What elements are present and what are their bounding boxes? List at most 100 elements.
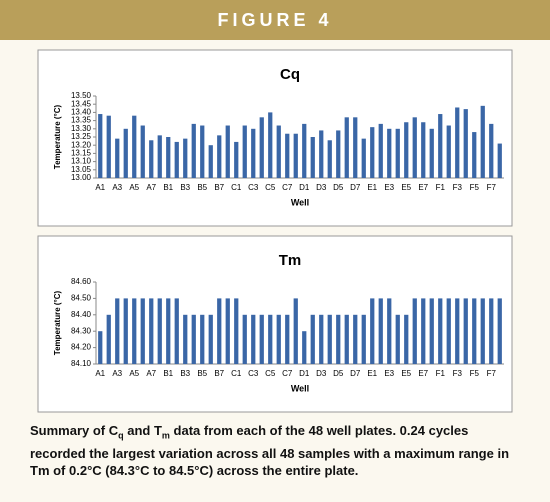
- bar: [132, 115, 137, 178]
- x-tick-label: F7: [487, 369, 497, 378]
- bar: [191, 314, 196, 364]
- bar: [463, 109, 468, 178]
- x-tick-label: A7: [146, 369, 156, 378]
- x-tick-label: F3: [453, 183, 463, 192]
- bar: [378, 123, 383, 178]
- x-axis-label: Well: [291, 383, 309, 393]
- x-tick-label: F5: [470, 183, 480, 192]
- y-tick-label: 13.00: [71, 173, 92, 182]
- bar: [98, 331, 103, 364]
- bar: [200, 314, 205, 364]
- bar: [285, 314, 290, 364]
- x-tick-label: B7: [214, 183, 224, 192]
- caption-subscript: m: [161, 430, 170, 441]
- x-tick-label: A5: [129, 183, 139, 192]
- bar: [361, 138, 366, 178]
- bar: [115, 298, 120, 364]
- x-tick-label: B1: [163, 183, 173, 192]
- bar: [319, 130, 324, 178]
- bar: [463, 298, 468, 364]
- bar: [404, 314, 409, 364]
- bar: [268, 314, 273, 364]
- bar: [174, 298, 179, 364]
- y-tick-label: 84.10: [71, 359, 92, 368]
- x-tick-label: A5: [129, 369, 139, 378]
- y-tick-label: 13.45: [71, 99, 92, 108]
- x-tick-label: D1: [299, 183, 310, 192]
- y-tick-label: 13.15: [71, 149, 92, 158]
- x-tick-label: C1: [231, 369, 242, 378]
- bar: [497, 143, 502, 178]
- y-tick-label: 13.20: [71, 140, 92, 149]
- x-tick-label: B1: [163, 369, 173, 378]
- x-tick-label: C5: [265, 369, 276, 378]
- x-tick-label: A1: [95, 183, 105, 192]
- bar: [336, 314, 341, 364]
- bar: [302, 123, 307, 178]
- chart-title: Tm: [279, 252, 302, 269]
- bar: [421, 298, 426, 364]
- bar: [455, 298, 460, 364]
- bar: [285, 133, 290, 178]
- x-tick-label: D5: [333, 183, 344, 192]
- bar: [472, 298, 477, 364]
- bar: [319, 314, 324, 364]
- bar: [234, 141, 239, 178]
- bar: [429, 128, 434, 178]
- bar: [115, 138, 120, 178]
- bar: [404, 122, 409, 178]
- bar: [225, 298, 230, 364]
- x-tick-label: B7: [214, 369, 224, 378]
- x-tick-label: A3: [112, 183, 122, 192]
- x-tick-label: A7: [146, 183, 156, 192]
- y-tick-label: 13.30: [71, 124, 92, 133]
- bar: [140, 298, 145, 364]
- bar: [421, 122, 426, 178]
- x-axis-label: Well: [291, 197, 309, 207]
- y-tick-label: 84.20: [71, 343, 92, 352]
- bar: [293, 298, 298, 364]
- y-tick-label: 13.25: [71, 132, 92, 141]
- bar: [412, 117, 417, 178]
- header-bar: [0, 0, 550, 40]
- x-tick-label: E3: [384, 183, 394, 192]
- bar: [310, 314, 315, 364]
- bar: [242, 314, 247, 364]
- x-tick-label: E5: [401, 183, 411, 192]
- caption-text: Summary of C: [30, 423, 119, 438]
- bar: [268, 112, 273, 178]
- chart-title: Cq: [280, 66, 300, 83]
- bar: [395, 128, 400, 178]
- bar: [106, 115, 111, 178]
- bar: [438, 298, 443, 364]
- bar: [378, 298, 383, 364]
- bar: [446, 298, 451, 364]
- x-tick-label: D5: [333, 369, 344, 378]
- bar: [166, 298, 171, 364]
- x-tick-label: E5: [401, 369, 411, 378]
- bar: [438, 114, 443, 178]
- bar: [387, 298, 392, 364]
- bar: [353, 314, 358, 364]
- bar: [242, 125, 247, 178]
- x-tick-label: B3: [180, 369, 190, 378]
- x-tick-label: D3: [316, 183, 327, 192]
- bar: [489, 298, 494, 364]
- x-tick-label: F5: [470, 369, 480, 378]
- bar: [489, 123, 494, 178]
- bar: [149, 140, 154, 178]
- x-tick-label: A1: [95, 369, 105, 378]
- bar: [293, 133, 298, 178]
- x-tick-label: F1: [436, 183, 446, 192]
- x-tick-label: C7: [282, 183, 293, 192]
- x-tick-label: C5: [265, 183, 276, 192]
- bar: [132, 298, 137, 364]
- bar: [140, 125, 145, 178]
- bar: [361, 314, 366, 364]
- y-tick-label: 13.10: [71, 157, 92, 166]
- bar: [106, 314, 111, 364]
- y-tick-label: 13.40: [71, 108, 92, 117]
- x-tick-label: C1: [231, 183, 242, 192]
- bar: [157, 298, 162, 364]
